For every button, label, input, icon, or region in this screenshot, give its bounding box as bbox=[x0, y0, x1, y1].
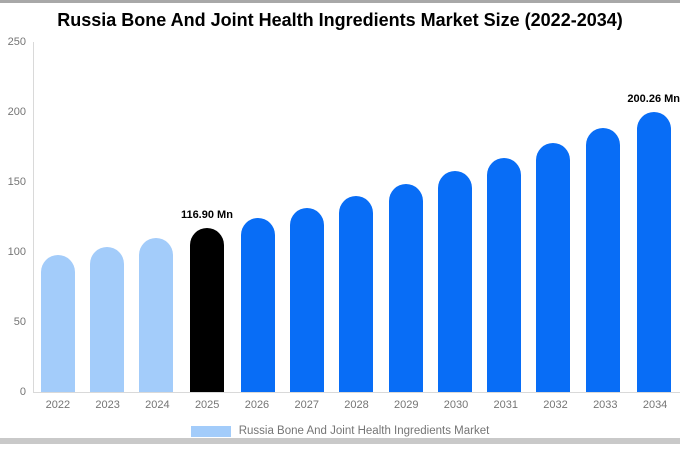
y-tick-label: 200 bbox=[7, 106, 26, 118]
x-tick-label-2026: 2026 bbox=[244, 399, 270, 411]
x-axis-baseline bbox=[33, 392, 680, 393]
bar-2023[interactable] bbox=[89, 246, 124, 392]
bar-2032[interactable] bbox=[536, 143, 571, 392]
x-tick-label-2034: 2034 bbox=[642, 399, 668, 411]
y-tick-label: 100 bbox=[7, 246, 26, 258]
x-tick-label-2031: 2031 bbox=[493, 399, 519, 411]
x-tick-label-2033: 2033 bbox=[593, 399, 618, 411]
y-axis: 0 50 100 150 200 250 bbox=[0, 36, 28, 398]
bar-2029[interactable] bbox=[388, 184, 423, 392]
x-tick-label-2022: 2022 bbox=[45, 399, 71, 411]
bar-column-2026 bbox=[233, 42, 282, 392]
bar-column-2024 bbox=[132, 42, 181, 392]
bar-column-2025: 116.90 Mn bbox=[181, 42, 233, 392]
bar-column-2027 bbox=[282, 42, 331, 392]
bar-column-2032 bbox=[529, 42, 578, 392]
bar-2022[interactable] bbox=[40, 255, 75, 392]
x-tick-label-2023: 2023 bbox=[95, 399, 120, 411]
bar-column-2029 bbox=[381, 42, 430, 392]
bar-value-label-2025: 116.90 Mn bbox=[180, 209, 233, 222]
bar-2033[interactable] bbox=[585, 127, 620, 392]
bar-2030[interactable] bbox=[437, 171, 472, 392]
y-axis-line bbox=[33, 42, 34, 392]
bar-2025[interactable] bbox=[189, 228, 224, 392]
bar-value-label-2034: 200.26 Mn bbox=[627, 92, 680, 105]
x-axis-labels: 2022 2023 2024 2025 2026 2027 2028 2029 2030 2031… bbox=[33, 399, 680, 411]
legend-item[interactable]: Russia Bone And Joint Health Ingredients… bbox=[0, 424, 680, 438]
x-tick-label-2024: 2024 bbox=[145, 399, 170, 411]
y-tick-label: 0 bbox=[19, 386, 26, 398]
plot-area: 116.90 Mn 200.26 Mn bbox=[33, 42, 680, 392]
top-border bbox=[0, 0, 680, 3]
bar-2026[interactable] bbox=[240, 218, 275, 392]
legend-label: Russia Bone And Joint Health Ingredients… bbox=[238, 425, 490, 437]
chart-title: Russia Bone And Joint Health Ingredients… bbox=[57, 10, 623, 30]
bar-column-2022 bbox=[33, 42, 82, 392]
bar-2028[interactable] bbox=[339, 196, 374, 392]
x-tick-label-2027: 2027 bbox=[294, 399, 319, 411]
x-tick-label-2028: 2028 bbox=[344, 399, 369, 411]
y-tick-label: 150 bbox=[7, 176, 26, 188]
bar-2031[interactable] bbox=[487, 157, 522, 392]
y-tick-label: 250 bbox=[7, 36, 26, 48]
bar-2034[interactable] bbox=[636, 111, 671, 392]
bar-column-2030 bbox=[430, 42, 479, 392]
x-tick-label-2032: 2032 bbox=[543, 399, 568, 411]
bar-column-2031 bbox=[479, 42, 528, 392]
y-tick-label: 50 bbox=[13, 316, 26, 328]
bar-column-2023 bbox=[82, 42, 131, 392]
bar-column-2033 bbox=[578, 42, 627, 392]
bar-2027[interactable] bbox=[289, 207, 324, 392]
bar-column-2028 bbox=[332, 42, 381, 392]
x-tick-label-2029: 2029 bbox=[394, 399, 419, 411]
bar-column-2034: 200.26 Mn bbox=[627, 42, 680, 392]
x-tick-label-2030: 2030 bbox=[443, 399, 469, 411]
bottom-border bbox=[0, 438, 680, 444]
x-tick-label-2025: 2025 bbox=[194, 399, 220, 411]
bar-2024[interactable] bbox=[139, 237, 174, 392]
legend-swatch-icon bbox=[190, 425, 231, 437]
